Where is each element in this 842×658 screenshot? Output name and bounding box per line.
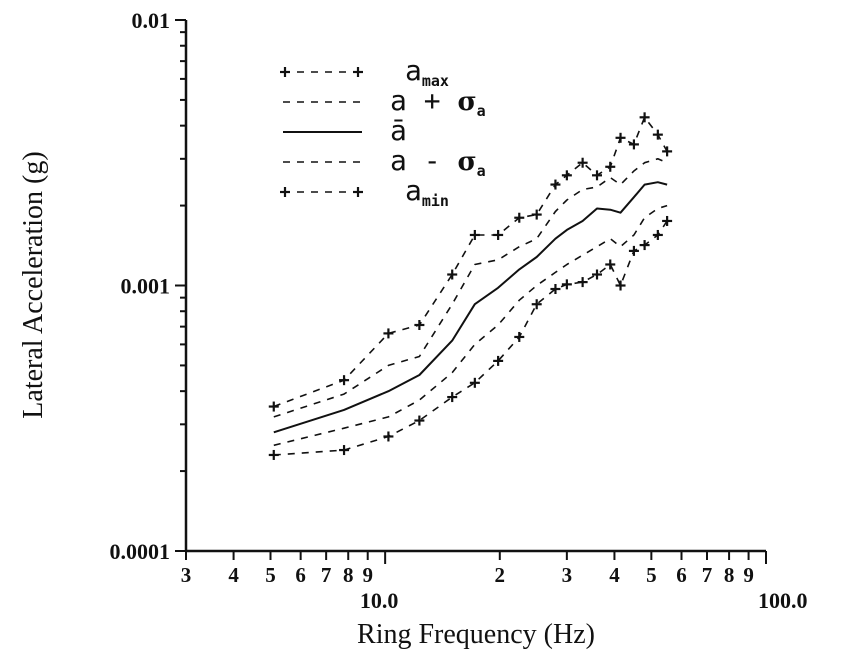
series-5-marker: [414, 415, 425, 426]
series-1-marker: [550, 179, 561, 190]
series-5-marker: [550, 284, 561, 295]
legend-item-5: amin: [280, 174, 449, 210]
series-5-marker: [605, 259, 616, 270]
series-line-4: [273, 204, 668, 447]
series-1-marker: [414, 319, 425, 330]
x-tick-label: 4: [228, 563, 239, 587]
series-1-marker: [615, 132, 626, 143]
legend-label: ā: [390, 114, 407, 147]
x-tick-label: 2: [495, 563, 506, 587]
series-1-marker: [447, 269, 458, 280]
x-tick-label: 100.0: [758, 588, 808, 613]
series-1-marker: [605, 161, 616, 172]
series-1-marker: [514, 212, 525, 223]
series-1-marker: [628, 139, 639, 150]
legend-label: a + σa: [390, 84, 486, 120]
legend-item-3: ā: [283, 114, 407, 147]
legend-item-4: a - σa: [283, 144, 486, 180]
series-5-marker: [652, 229, 663, 240]
y-axis-title: Lateral Acceleration (g): [18, 151, 49, 418]
series-1-marker: [493, 229, 504, 240]
series-5-marker: [577, 277, 588, 288]
series-5-marker: [447, 392, 458, 403]
series-5-marker: [339, 445, 350, 456]
series-5-marker: [639, 240, 650, 251]
x-tick-label: 3: [181, 563, 192, 587]
series-1-marker: [268, 401, 279, 412]
series-5-marker: [514, 331, 525, 342]
x-tick-label: 9: [362, 563, 373, 587]
series-line-5: [273, 220, 668, 456]
series-5-marker: [469, 377, 480, 388]
x-tick-label: 6: [676, 563, 687, 587]
series-5-marker: [662, 215, 673, 226]
series-1-marker: [469, 229, 480, 240]
series-5-marker: [268, 449, 279, 460]
legend-label: amin: [405, 174, 449, 210]
series-5-marker: [592, 269, 603, 280]
legend-marker: [353, 187, 363, 197]
series-5-marker: [628, 245, 639, 256]
x-tick-label: 6: [295, 563, 306, 587]
series-1-marker: [561, 170, 572, 181]
series-layer: [268, 112, 673, 460]
x-tick-label: 4: [609, 563, 620, 587]
series-5-marker: [493, 355, 504, 366]
series-1-marker: [662, 146, 673, 157]
series-1-marker: [652, 129, 663, 140]
legend-label: amax: [405, 54, 449, 90]
y-tick-label: 0.001: [121, 274, 171, 299]
series-1-marker: [592, 170, 603, 181]
legend-marker: [280, 187, 290, 197]
series-5-marker: [615, 280, 626, 291]
x-tick-label: 7: [321, 563, 332, 587]
x-tick-label: 3: [562, 563, 573, 587]
series-1-marker: [339, 375, 350, 386]
legend-marker: [353, 67, 363, 77]
series-5-marker: [561, 279, 572, 290]
axis-ticks: [175, 19, 767, 564]
y-tick-label: 0.01: [132, 8, 171, 33]
x-axis-title: Ring Frequency (Hz): [357, 619, 595, 650]
legend-marker: [280, 67, 290, 77]
series-5-marker: [383, 431, 394, 442]
x-tick-label: 9: [743, 563, 754, 587]
series-5-marker: [531, 299, 542, 310]
legend-label: a - σa: [390, 144, 486, 180]
x-tick-label: 10.0: [360, 588, 399, 613]
series-1-marker: [531, 209, 542, 220]
y-tick-label: 0.0001: [110, 539, 171, 564]
series-line-2: [273, 158, 668, 418]
x-tick-label: 5: [265, 563, 276, 587]
x-tick-label: 8: [343, 563, 354, 587]
x-tick-label: 5: [646, 563, 657, 587]
series-1-marker: [639, 112, 650, 123]
series-1-marker: [383, 328, 394, 339]
series-1-marker: [577, 157, 588, 168]
x-tick-label: 7: [702, 563, 713, 587]
legend-item-1: amax: [280, 54, 449, 90]
series-line-3: [273, 181, 668, 434]
x-tick-label: 8: [724, 563, 735, 587]
legend-item-2: a + σa: [283, 84, 486, 120]
